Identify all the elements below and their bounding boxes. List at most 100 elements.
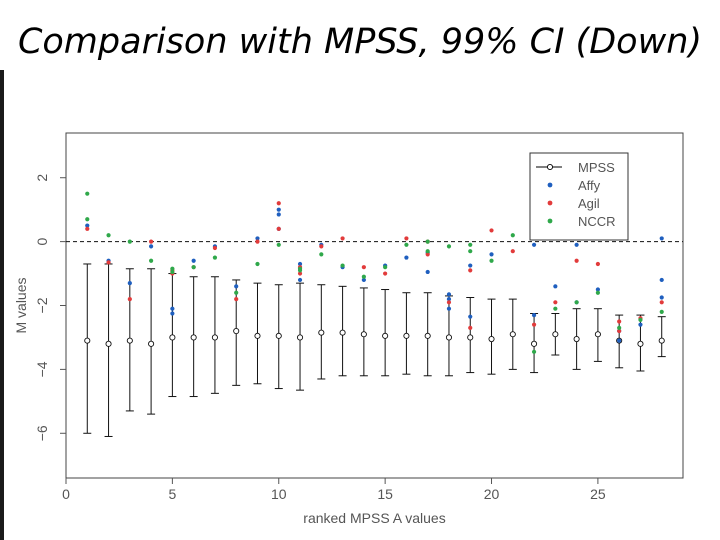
mpss-point [169, 334, 176, 341]
affy-point [234, 284, 239, 289]
nccr-point [383, 265, 388, 270]
nccr-point [659, 309, 664, 314]
legend-symbol-dot [547, 200, 553, 206]
y-tick-label: 2 [34, 174, 50, 182]
nccr-point [170, 269, 175, 275]
nccr-point [574, 300, 579, 305]
affy-point [297, 277, 303, 283]
legend-symbol-dot [547, 218, 553, 224]
mpss-point [445, 334, 453, 341]
nccr-point [446, 244, 452, 249]
nccr-point [531, 349, 537, 354]
affy-point [468, 314, 473, 319]
x-tick-label: 0 [62, 486, 70, 502]
mpss-point [105, 340, 112, 347]
mpss-point [148, 340, 155, 347]
nccr-point [85, 217, 90, 222]
nccr-point [425, 249, 430, 254]
nccr-point [553, 306, 558, 311]
mpss-point [211, 334, 218, 341]
data-point-layer [85, 191, 664, 354]
mpss-point [403, 332, 410, 339]
nccr-point [191, 265, 196, 270]
agil-point [234, 297, 239, 302]
nccr-point [489, 258, 494, 263]
mpss-point [594, 331, 601, 338]
nccr-point [170, 266, 175, 271]
affy-point [468, 263, 473, 268]
mpss-point [190, 334, 197, 341]
mpss-point [573, 335, 580, 343]
mpss-point [658, 337, 665, 344]
y-tick-label: −2 [34, 297, 50, 313]
mpss-point [488, 335, 495, 343]
mpss-ci-layer [83, 263, 666, 437]
x-tick-label: 15 [377, 486, 393, 502]
y-tick-label: 0 [34, 238, 50, 246]
affy-point [617, 338, 622, 343]
mpss-point [126, 337, 133, 344]
nccr-point [361, 274, 366, 279]
mpss-point [531, 340, 538, 347]
agil-point [510, 249, 515, 254]
mpss-point [233, 328, 240, 335]
agil-point [531, 322, 537, 327]
legend-symbol-circle [546, 163, 554, 171]
nccr-point [276, 242, 281, 247]
nccr-point [106, 233, 111, 238]
nccr-point [468, 242, 473, 247]
mpss-point [275, 332, 282, 339]
agil-point [149, 239, 154, 244]
affy-point [659, 277, 664, 283]
agil-point [255, 239, 260, 244]
agil-point [276, 226, 281, 231]
agil-point [340, 236, 345, 241]
slide-left-rule [0, 70, 4, 540]
affy-point [85, 223, 90, 228]
affy-point [531, 312, 537, 318]
agil-point [297, 271, 303, 276]
agil-point [361, 265, 366, 270]
agil-point [595, 261, 600, 267]
agil-point [468, 268, 473, 273]
affy-point [297, 261, 303, 267]
affy-point [659, 295, 664, 300]
nccr-point [297, 268, 303, 273]
affy-point [191, 258, 196, 263]
agil-point [404, 236, 409, 241]
agil-point [106, 260, 111, 265]
x-tick-label: 5 [168, 486, 176, 502]
agil-point [574, 258, 579, 263]
mpss-point [296, 334, 304, 341]
agil-point [212, 245, 218, 251]
mpss-point [339, 329, 346, 336]
legend-symbol-dot [547, 182, 553, 188]
agil-point [659, 300, 664, 305]
affy-point [276, 207, 281, 212]
affy-point [553, 284, 558, 289]
nccr-point [404, 242, 409, 247]
y-axis-label: M values [13, 277, 29, 333]
nccr-point [149, 258, 154, 263]
agil-point [319, 244, 324, 249]
nccr-point [212, 255, 218, 260]
affy-point [149, 244, 154, 249]
affy-point [595, 287, 600, 292]
nccr-point [510, 233, 515, 238]
agil-point [617, 328, 622, 334]
legend-label-mpss: MPSS [578, 160, 615, 175]
x-tick-label: 10 [271, 486, 287, 502]
mpss-point [424, 332, 431, 339]
slide-title: Comparison with MPSS, 99% CI (Down) [17, 22, 703, 62]
agil-point [383, 271, 388, 276]
mpss-point [84, 337, 91, 344]
legend-label-agil: Agil [578, 196, 600, 211]
agil-point [276, 201, 281, 206]
affy-point [659, 236, 664, 241]
axis-layer: ranked MPSS A values M values 0 5 10 15 20 25… [13, 174, 606, 526]
mpss-point [382, 332, 389, 339]
affy-point [425, 269, 430, 275]
agil-point [468, 325, 473, 330]
x-tick-label: 25 [590, 486, 606, 502]
agil-point [553, 300, 558, 305]
